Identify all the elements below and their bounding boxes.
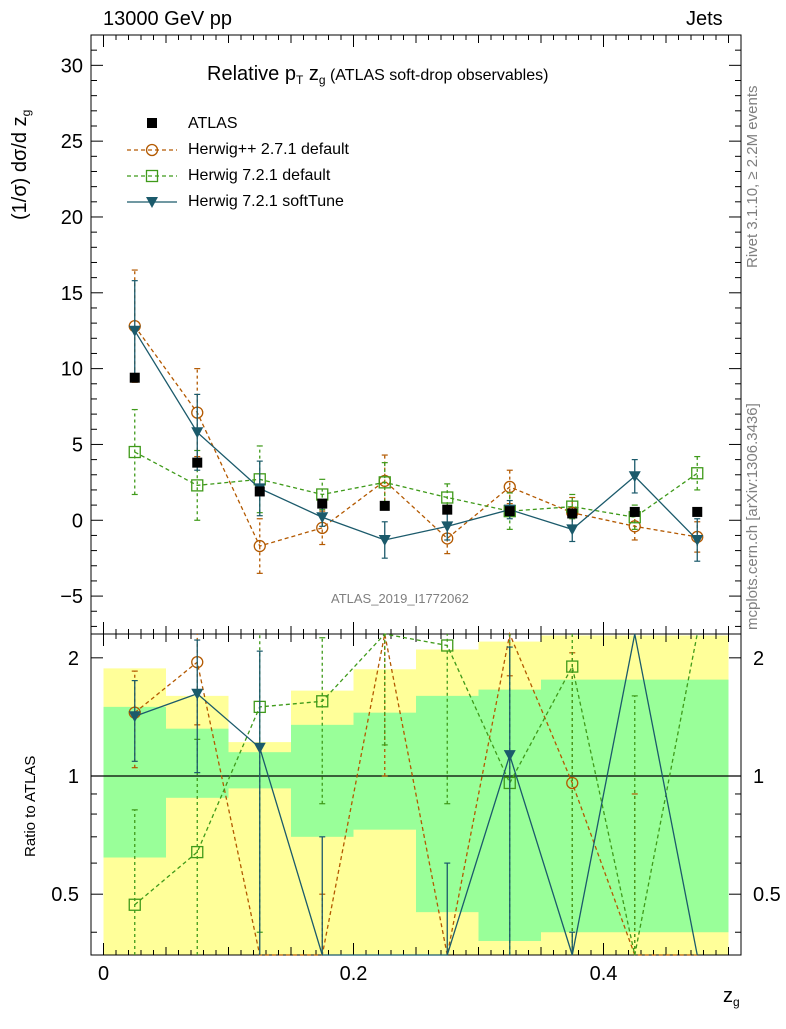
main-marker [691, 534, 704, 546]
main-marker [567, 508, 578, 519]
legend-symbol-data [147, 118, 157, 128]
main-marker [317, 498, 328, 509]
y-tick-label: 20 [61, 207, 83, 229]
main-marker [628, 471, 641, 483]
main-line [134, 451, 698, 518]
legend-marker [145, 143, 159, 157]
ratio-marker [566, 776, 579, 790]
ratio-y-tick-label-right: 2 [753, 648, 764, 670]
ratio-line [134, 633, 698, 956]
ratio-marker [566, 660, 579, 673]
title-mid: z [303, 63, 319, 85]
title-rest: (ATLAS soft-drop observables) [325, 67, 549, 84]
x-axis-label: zg [723, 985, 740, 1009]
y-tick-label: 10 [61, 359, 83, 381]
legend-label-herwigpp: Herwig++ 2.7.1 default [188, 141, 349, 158]
main-marker [253, 539, 266, 553]
main-series-herwig7 [128, 408, 704, 530]
main-marker [191, 427, 204, 439]
main-series-softtune [128, 280, 704, 562]
main-marker [442, 504, 453, 515]
ratio-y-tick-label: 2 [68, 648, 79, 670]
ratio-marker [128, 711, 141, 723]
ylabel-sub: g [19, 109, 33, 117]
main-marker [441, 491, 454, 504]
ratio-marker [316, 695, 329, 708]
mcplots-info: mcplots.cern.ch [arXiv:1306.3436] [744, 403, 761, 630]
analysis-id: ATLAS_2019_I1772062 [331, 591, 469, 606]
main-marker [191, 479, 204, 492]
y-tick-label: 5 [72, 434, 83, 456]
title-sub2: g [318, 73, 326, 87]
ratio-marker [503, 750, 516, 762]
main-series-herwigpp [128, 269, 704, 574]
legend-label-softtune: Herwig 7.2.1 softTune [188, 193, 344, 210]
ratio-ylabel: Ratio to ATLAS [22, 755, 39, 857]
x-tick-label: 0.2 [340, 963, 368, 985]
ratio-series-softtune [128, 633, 698, 956]
ratio-y-tick-label: 1 [68, 766, 79, 788]
x-tick-label: 0.4 [590, 963, 618, 985]
rivet-info: Rivet 3.1.10, ≥ 2.2M events [744, 85, 761, 269]
ratio-y-tick-label-right: 1 [753, 766, 764, 788]
main-marker [128, 445, 141, 459]
ratio-marker [191, 845, 204, 859]
main-marker [691, 467, 704, 480]
x-tick-label: 0 [98, 963, 109, 985]
main-marker [692, 506, 703, 517]
main-marker [316, 512, 329, 524]
y-tick-label: 0 [72, 510, 83, 532]
legend-marker [146, 197, 158, 208]
y-tick-label: 25 [61, 131, 83, 153]
main-marker [254, 486, 265, 497]
y-tick-label: 30 [61, 55, 83, 77]
xlabel-main: z [723, 985, 733, 1007]
main-marker [441, 521, 454, 533]
main-marker [128, 325, 141, 337]
ratio-marker [441, 639, 454, 652]
ratio-y-tick-label-right: 0.5 [753, 884, 781, 906]
legend-label-herwig7: Herwig 7.2.1 default [188, 167, 331, 184]
legend-symbol-herwigpp [127, 143, 177, 157]
main-marker [379, 500, 390, 511]
main-line [134, 330, 698, 541]
main-marker [566, 524, 579, 536]
title-sub: T [295, 73, 304, 87]
legend-symbol-herwig7 [127, 169, 177, 183]
ratio-marker [191, 688, 204, 700]
ratio-marker [253, 742, 266, 754]
ratio-band-inner [666, 679, 729, 933]
main-marker [378, 534, 391, 546]
main-marker [629, 506, 640, 517]
main-marker [129, 372, 140, 383]
legend-symbol-softtune [127, 197, 177, 208]
ylabel-main: (1/σ) dσ/d z [9, 116, 31, 220]
legend-marker [147, 118, 157, 128]
xlabel-sub: g [733, 995, 740, 1009]
main-marker [378, 476, 391, 489]
process-label: Jets [686, 8, 723, 30]
y-tick-label: −5 [60, 586, 83, 608]
title-main: Relative p [207, 63, 296, 85]
ratio-band-inner [603, 679, 666, 933]
ratio-y-tick-label: 0.5 [51, 884, 79, 906]
plot-title: Relative pT zg (ATLAS soft-drop observab… [207, 63, 549, 87]
legend-label-atlas: ATLAS [188, 115, 238, 132]
main-marker [504, 506, 515, 517]
main-series-data [129, 372, 703, 519]
main-marker [192, 457, 203, 468]
main-ylabel: (1/σ) dσ/d zg [9, 109, 33, 220]
ratio-line [134, 631, 698, 956]
legend-marker [145, 169, 159, 183]
y-tick-label: 15 [61, 283, 83, 305]
ratio-marker [128, 898, 141, 911]
energy-label: 13000 GeV pp [103, 8, 232, 30]
